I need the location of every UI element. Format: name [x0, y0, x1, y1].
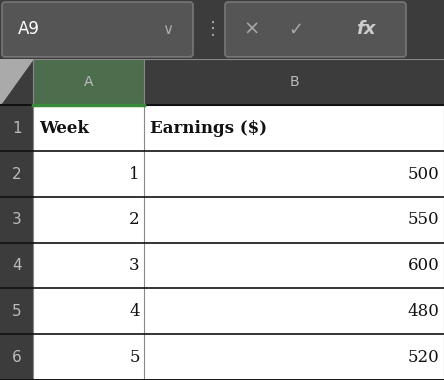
Text: 4: 4	[12, 258, 21, 273]
Bar	[0, 59, 33, 380]
Text: Week: Week	[39, 120, 89, 137]
Text: 2: 2	[12, 166, 21, 182]
Text: 3: 3	[129, 257, 140, 274]
Text: 5: 5	[12, 304, 21, 319]
Text: 550: 550	[408, 211, 440, 228]
Text: 1: 1	[12, 121, 21, 136]
Text: 5: 5	[129, 348, 140, 366]
Text: ✓: ✓	[289, 21, 304, 38]
Text: ⋮: ⋮	[204, 21, 222, 38]
Text: fx: fx	[356, 21, 376, 38]
Text: A9: A9	[18, 21, 40, 38]
Text: 3: 3	[12, 212, 21, 227]
Text: 4: 4	[129, 303, 140, 320]
Text: ∨: ∨	[163, 22, 174, 37]
Bar	[33, 106, 444, 380]
Text: 500: 500	[408, 166, 440, 183]
FancyBboxPatch shape	[2, 2, 193, 57]
Text: B: B	[289, 75, 299, 89]
Bar	[144, 59, 444, 106]
Text: 1: 1	[129, 166, 140, 183]
Text: A: A	[84, 75, 94, 89]
Polygon shape	[0, 59, 33, 106]
Bar	[0, 59, 444, 106]
Text: 600: 600	[408, 257, 440, 274]
Text: 520: 520	[408, 348, 440, 366]
Text: 2: 2	[129, 211, 140, 228]
Text: ×: ×	[244, 20, 260, 39]
Text: 6: 6	[12, 350, 21, 365]
Bar	[0, 59, 5, 106]
Bar	[33, 59, 144, 106]
Text: 480: 480	[408, 303, 440, 320]
Text: Earnings ($): Earnings ($)	[150, 120, 267, 137]
FancyBboxPatch shape	[225, 2, 406, 57]
